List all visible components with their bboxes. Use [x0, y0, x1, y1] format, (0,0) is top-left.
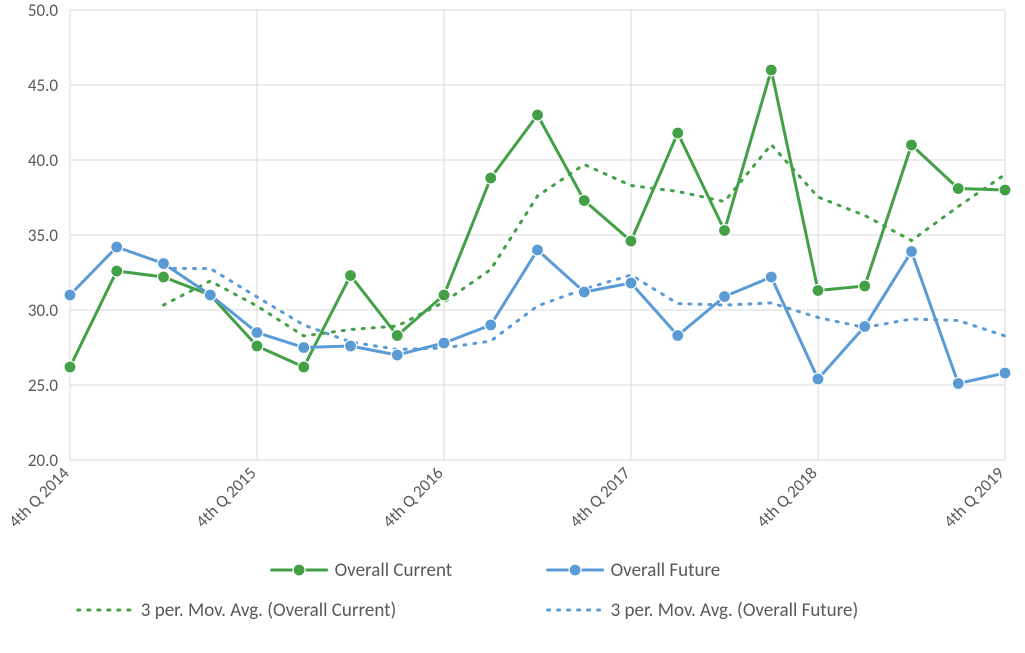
legend-label: Overall Future	[611, 559, 721, 582]
marker-overall_future	[765, 271, 777, 283]
line-chart: 20.025.030.035.040.045.050.04th Q 20144t…	[0, 0, 1025, 653]
marker-overall_future	[158, 258, 170, 270]
marker-overall_current	[859, 280, 871, 292]
legend-label: Overall Current	[335, 559, 453, 582]
marker-overall_current	[111, 265, 123, 277]
marker-overall_current	[578, 195, 590, 207]
y-tick-label: 35.0	[28, 225, 59, 246]
marker-overall_future	[391, 349, 403, 361]
marker-overall_future	[578, 286, 590, 298]
marker-overall_future	[952, 378, 964, 390]
marker-overall_current	[999, 184, 1011, 196]
marker-overall_future	[345, 340, 357, 352]
marker-overall_current	[532, 109, 544, 121]
marker-overall_current	[485, 172, 497, 184]
y-tick-label: 25.0	[28, 375, 59, 396]
marker-overall_future	[532, 244, 544, 256]
y-tick-label: 30.0	[28, 300, 59, 321]
marker-overall_future	[999, 367, 1011, 379]
y-tick-label: 50.0	[28, 0, 59, 21]
marker-overall_current	[952, 183, 964, 195]
marker-overall_future	[812, 373, 824, 385]
marker-overall_current	[64, 361, 76, 373]
y-tick-label: 40.0	[28, 150, 59, 171]
marker-overall_current	[391, 330, 403, 342]
marker-overall_future	[438, 337, 450, 349]
marker-overall_current	[298, 361, 310, 373]
marker-overall_future	[719, 291, 731, 303]
marker-overall_current	[672, 127, 684, 139]
legend-label: 3 per. Mov. Avg. (Overall Current)	[141, 599, 396, 622]
marker-overall_future	[298, 342, 310, 354]
marker-overall_current	[345, 270, 357, 282]
chart-container: 20.025.030.035.040.045.050.04th Q 20144t…	[0, 0, 1025, 653]
marker-overall_future	[672, 330, 684, 342]
marker-overall_current	[812, 285, 824, 297]
y-tick-label: 45.0	[28, 75, 59, 96]
marker-overall_future	[64, 289, 76, 301]
marker-overall_future	[625, 277, 637, 289]
marker-overall_future	[859, 321, 871, 333]
marker-overall_current	[251, 340, 263, 352]
marker-overall_current	[158, 271, 170, 283]
marker-overall_current	[719, 225, 731, 237]
legend-label: 3 per. Mov. Avg. (Overall Future)	[611, 599, 859, 622]
marker-overall_current	[765, 64, 777, 76]
marker-overall_current	[906, 139, 918, 151]
marker-overall_future	[251, 327, 263, 339]
marker-overall_current	[625, 235, 637, 247]
marker-overall_current	[438, 289, 450, 301]
marker-overall_future	[906, 246, 918, 258]
marker-overall_future	[485, 319, 497, 331]
marker-overall_future	[111, 241, 123, 253]
marker-overall_future	[204, 289, 216, 301]
